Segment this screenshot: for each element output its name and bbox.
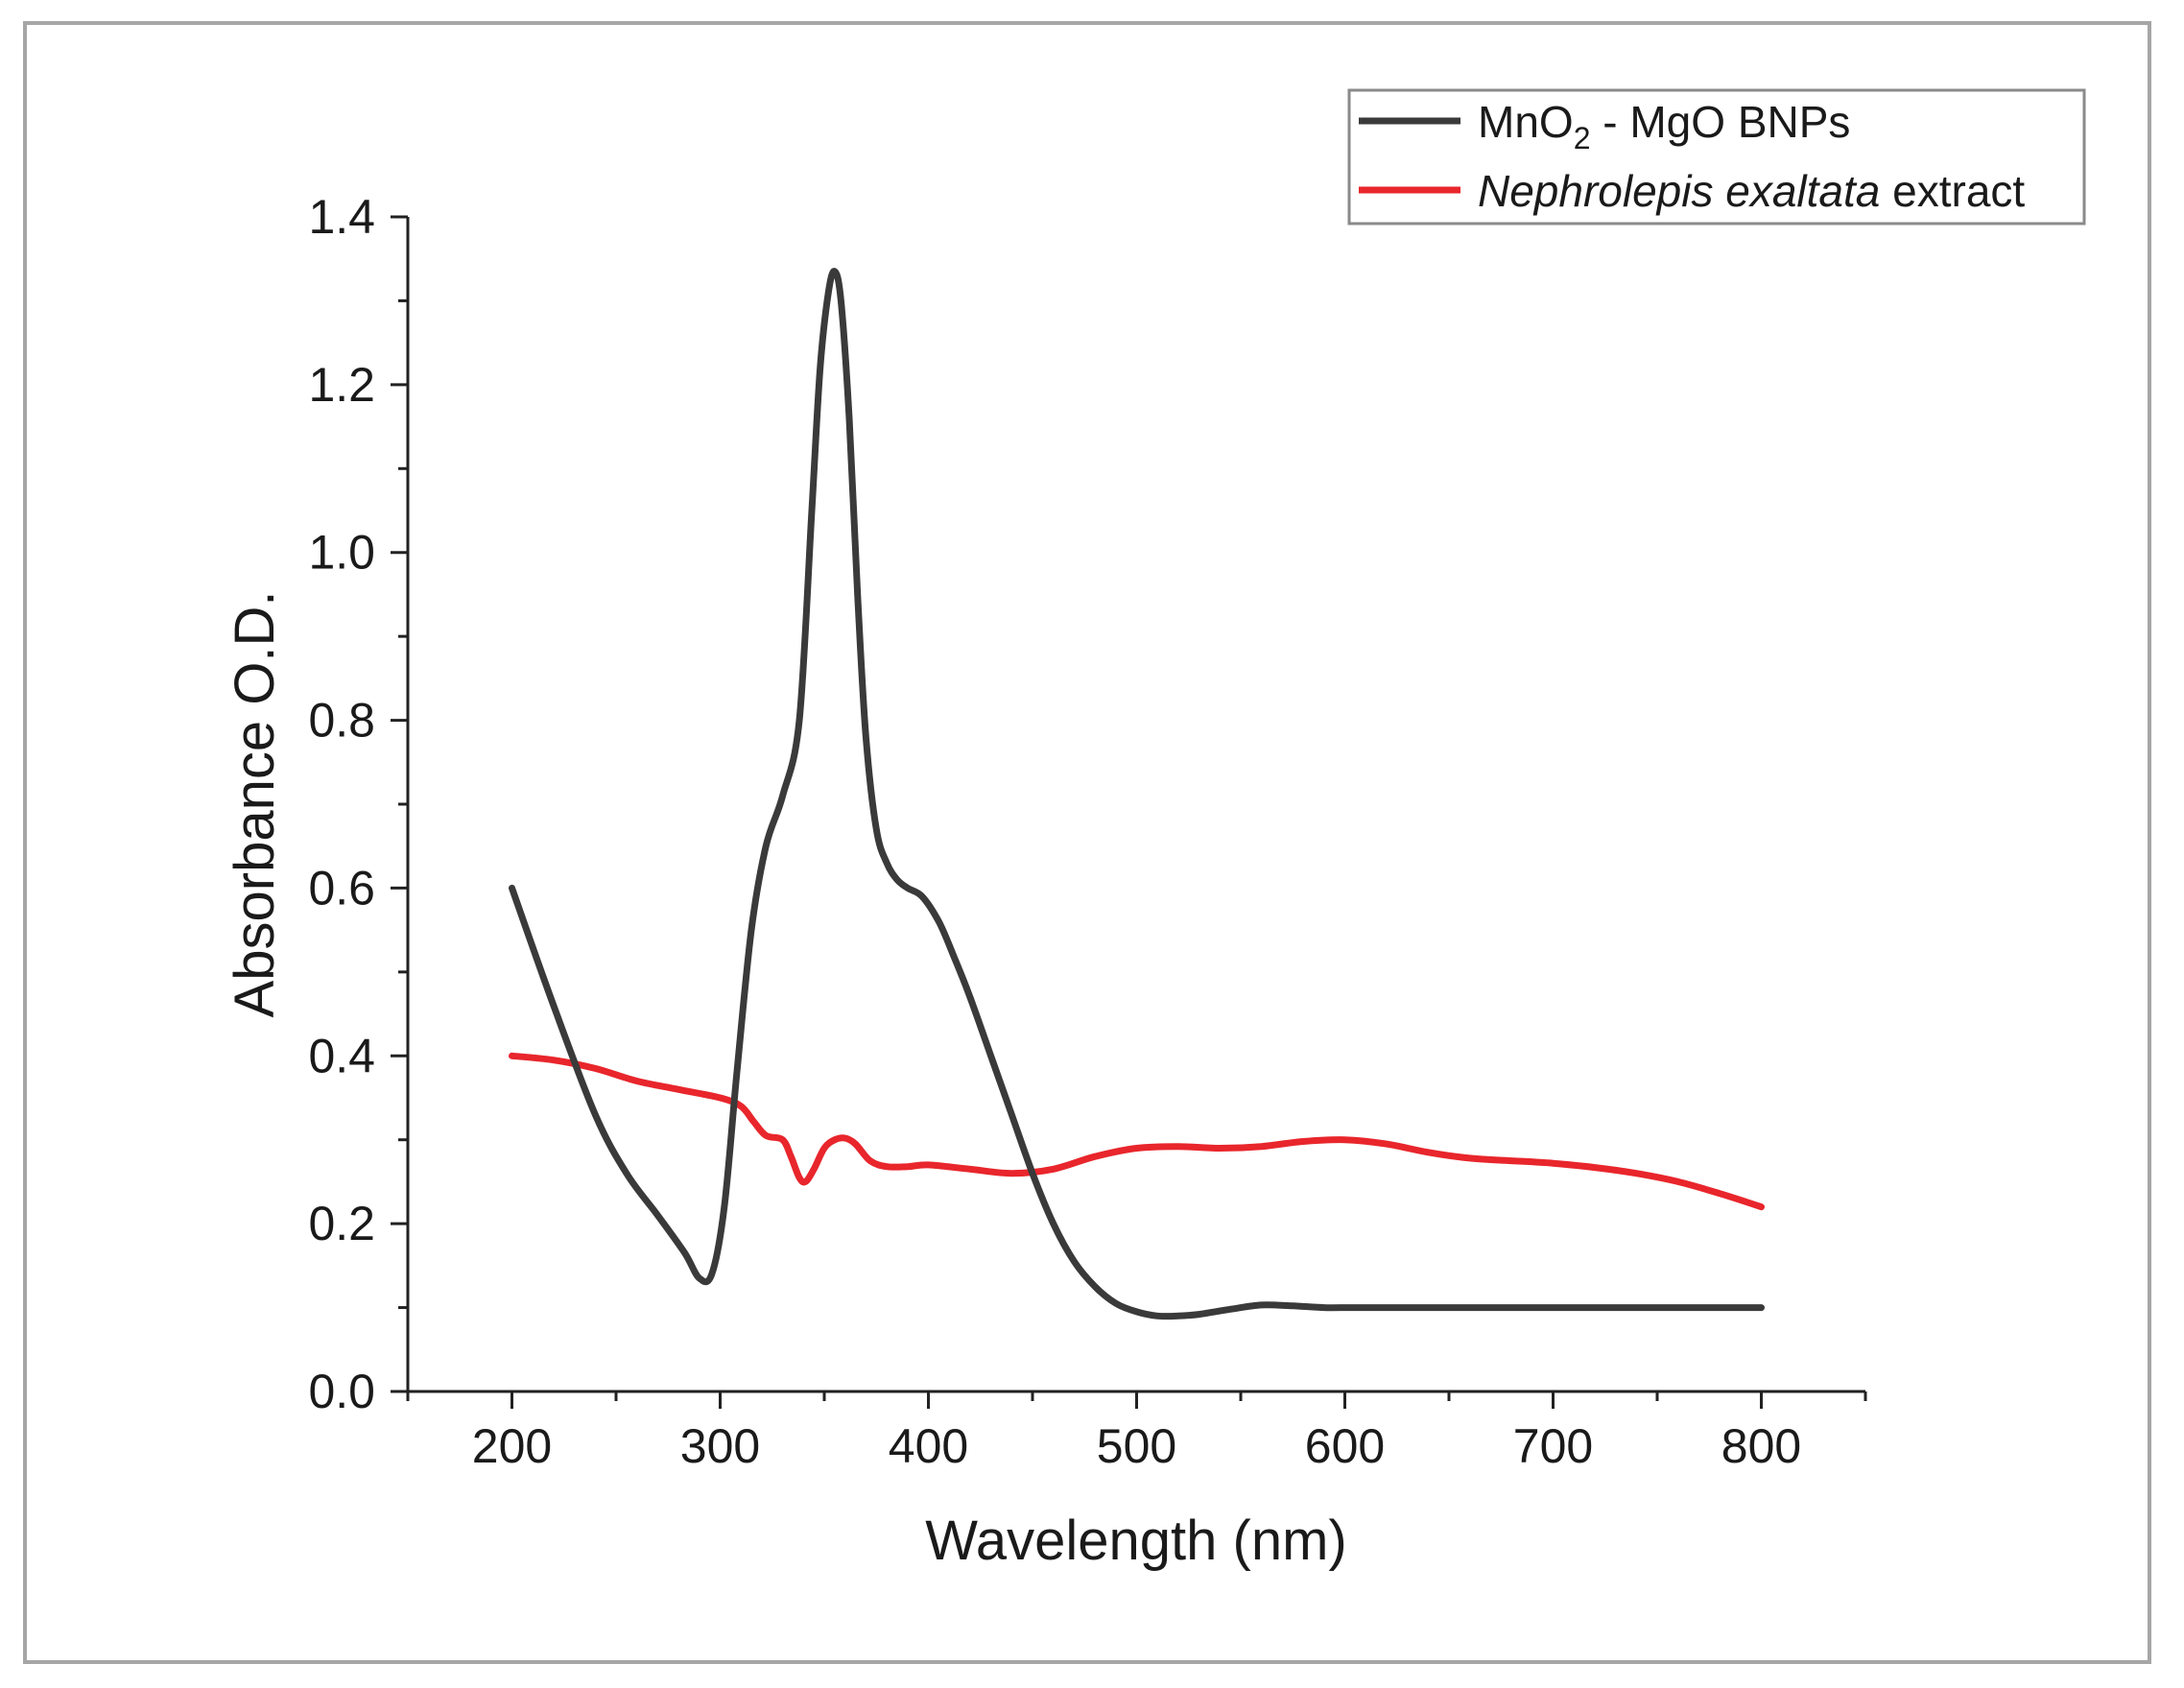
legend-label-mno2-subscript: 2 [1574, 121, 1591, 155]
legend-label-mno2-mgo: MnO2 - MgO BNPs [1478, 97, 1850, 155]
legend-label-mno2-rest: - MgO BNPs [1590, 97, 1850, 147]
x-tick-label: 700 [1513, 1419, 1593, 1473]
legend-label-mno2-main: MnO [1478, 97, 1574, 147]
y-tick-label: 0.2 [308, 1197, 375, 1250]
y-tick-label: 0.6 [308, 861, 375, 915]
y-tick-label: 1.4 [308, 190, 375, 244]
y-tick-label: 0.0 [308, 1365, 375, 1418]
x-tick-label: 300 [680, 1419, 760, 1473]
axes: 0.0 0.2 0.4 0.6 0.8 1.0 1.2 1.4 200 300 400 500 600 7… [308, 190, 1867, 1473]
legend: MnO2 - MgO BNPs Nephrolepis exaltata ext… [1347, 88, 2086, 226]
y-axis-title: Absorbance O.D. [224, 591, 286, 1018]
x-tick-label: 600 [1305, 1419, 1385, 1473]
legend-label-nephrolepis: Nephrolepis exaltata extract [1478, 166, 2025, 216]
legend-label-nephrolepis-italic: Nephrolepis exaltata [1478, 166, 1880, 216]
y-tick-label: 0.4 [308, 1029, 375, 1082]
x-tick-label: 400 [889, 1419, 968, 1473]
series-layer [509, 268, 1765, 1320]
legend-label-nephrolepis-rest: extract [1880, 166, 2025, 216]
x-tick-label: 800 [1721, 1419, 1801, 1473]
y-tick-label: 1.2 [308, 358, 375, 412]
legend-box [1347, 88, 2086, 226]
series-line-mno2-mgo-bnps [509, 268, 1765, 1320]
x-tick-label: 500 [1097, 1419, 1176, 1473]
series-line-nephrolepis-extract [509, 1052, 1765, 1211]
y-tick-label: 0.8 [308, 694, 375, 748]
x-axis-title: Wavelength (nm) [925, 1510, 1346, 1572]
y-tick-label: 1.0 [308, 526, 375, 580]
x-tick-label: 200 [472, 1419, 552, 1473]
